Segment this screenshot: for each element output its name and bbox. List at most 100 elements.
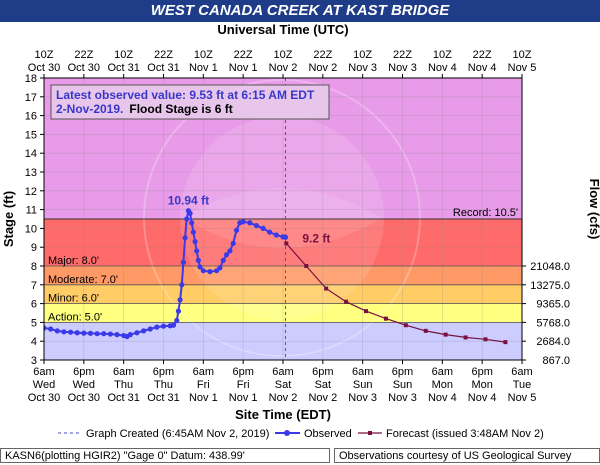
observed-point [217, 265, 223, 271]
top-tick-date: Nov 2 [308, 62, 337, 74]
observed-point [240, 219, 246, 225]
top-tick-date: Nov 4 [468, 62, 497, 74]
observed-point [190, 229, 196, 235]
top-tick-time: 22Z [234, 49, 253, 61]
x-tick-day: Wed [33, 379, 55, 391]
observed-point [189, 220, 195, 226]
x-tick-date: Nov 5 [508, 392, 537, 404]
forecast-point [423, 328, 428, 333]
forecast-point [304, 264, 309, 268]
observed-point [134, 330, 140, 336]
forecast-point [383, 316, 388, 321]
stage-label: Moderate: 7.0' [48, 274, 118, 286]
observed-point [273, 232, 279, 238]
x-tick-time: 6am [33, 366, 54, 378]
observed-point [48, 326, 54, 332]
top-tick-date: Nov 3 [388, 62, 417, 74]
observed-point [114, 332, 120, 338]
observed-point [147, 326, 153, 332]
observed-point [182, 235, 188, 241]
observed-point [197, 264, 203, 270]
observed-point [54, 328, 60, 334]
credits-footer: Observations courtesy of US Geological S… [334, 448, 600, 463]
y-tick-label: 15 [25, 129, 37, 141]
x-tick-date: Oct 30 [68, 392, 100, 404]
y-tick-label: 12 [25, 186, 37, 198]
forecast-start-label: 9.2 ft [302, 231, 330, 245]
y-tick-label: 5 [31, 317, 37, 329]
x-tick-day: Sat [275, 379, 292, 391]
x-tick-day: Sun [393, 379, 413, 391]
latest-value-box [50, 84, 330, 120]
x-tick-date: Nov 3 [388, 392, 417, 404]
forecast-point [443, 332, 448, 337]
flood-stage-labels: Major: 8.0' Moderate: 7.0' Minor: 6.0' Acti… [44, 78, 522, 360]
x-tick-time: 6pm [153, 366, 174, 378]
peak-label: 10.94 ft [168, 194, 209, 208]
observed-point [267, 229, 273, 235]
seal-inner-disc [180, 116, 384, 320]
flow-tick-label: 5768.0 [536, 317, 570, 329]
seal-bird-shape [182, 188, 382, 248]
axes: 3 4 5 6 7 8 9 10 11 12 13 14 15 16 17 18 867.0 2684.0 5768… [1, 22, 600, 422]
x-axis-title: Site Time (EDT) [235, 407, 331, 422]
top-tick-date: Nov 1 [189, 62, 218, 74]
y-tick-label: 3 [31, 355, 37, 367]
band-action [44, 303, 522, 323]
observed-point [207, 269, 213, 275]
x-tick-date: Nov 1 [229, 392, 258, 404]
top-tick-date: Nov 4 [428, 62, 457, 74]
forecast-point [463, 335, 468, 340]
band-major [44, 219, 522, 266]
x-tick-date: Nov 4 [468, 392, 497, 404]
top-tick-date: Nov 2 [269, 62, 298, 74]
series-layer [44, 208, 508, 345]
latest-date: 2-Nov-2019. [56, 102, 123, 116]
observed-point [101, 331, 107, 337]
x-tick-time: 6pm [232, 366, 253, 378]
top-tick-date: Nov 3 [348, 62, 377, 74]
top-tick-time: 22Z [393, 49, 412, 61]
forecast-series-line [285, 243, 506, 343]
observed-point [253, 222, 260, 229]
seal-outer-ring [143, 79, 421, 357]
x-tick-day: Wed [73, 379, 95, 391]
y-tick-label: 6 [31, 299, 37, 311]
top-tick-date: Oct 31 [147, 62, 179, 74]
flood-stage-note: Flood Stage is 6 ft [129, 102, 232, 116]
observed-point [187, 210, 193, 216]
observed-point [160, 323, 167, 329]
x-tick-time: 6am [511, 366, 532, 378]
legend-observed-label: Observed [304, 428, 352, 440]
observed-point [175, 308, 182, 314]
x-tick-date: Nov 3 [348, 392, 377, 404]
legend-forecast-marker [368, 431, 372, 435]
flood-category-bands [44, 78, 522, 360]
flow-tick-label: 21048.0 [530, 261, 570, 273]
y-tick-label: 14 [25, 148, 37, 160]
x-tick-date: Oct 31 [107, 392, 139, 404]
observed-point [94, 331, 100, 337]
forecast-point [403, 323, 408, 328]
band-moderate [44, 266, 522, 285]
legend-created-label: Graph Created (6:45AM Nov 2, 2019) [86, 428, 269, 440]
observed-point [170, 322, 177, 328]
datum-footer: KASN6(plotting HGIR2) "Gage 0" Datum: 43… [0, 448, 330, 463]
y-tick-label: 7 [31, 280, 37, 292]
top-tick-time: 22Z [473, 49, 492, 61]
x-tick-time: 6am [352, 366, 373, 378]
observed-point [67, 329, 74, 335]
top-tick-date: Nov 1 [229, 62, 258, 74]
x-tick-time: 6pm [471, 366, 492, 378]
top-tick-date: Oct 30 [68, 62, 100, 74]
x-tick-time: 6pm [392, 366, 413, 378]
observed-point [179, 282, 185, 288]
y-tick-label: 16 [25, 111, 37, 123]
forecast-point [363, 309, 368, 314]
x-tick-date: Nov 2 [269, 392, 298, 404]
x-tick-time: 6am [113, 366, 134, 378]
x-tick-day: Fri [237, 379, 250, 391]
observed-point [227, 248, 233, 254]
y-tick-label: 11 [26, 205, 37, 217]
